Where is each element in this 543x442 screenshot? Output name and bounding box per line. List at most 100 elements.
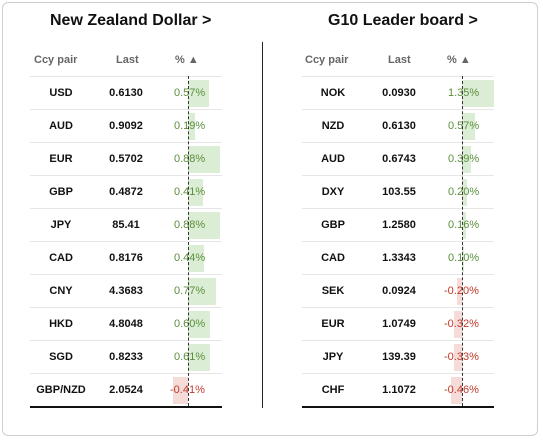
percent-change-value: 0.44% xyxy=(174,252,206,264)
currency-pair-cell: GBP/NZD xyxy=(36,384,86,396)
currency-pair-cell: NZD xyxy=(321,120,345,132)
last-price-cell: 0.8233 xyxy=(109,351,143,363)
row-separator xyxy=(30,373,222,374)
percent-change-bar xyxy=(457,278,462,305)
row-separator xyxy=(302,241,494,242)
table-row[interactable]: NZD 0.6130 0.57% xyxy=(0,110,543,143)
percent-change-bar xyxy=(188,245,204,272)
percent-change-bar xyxy=(173,377,188,404)
currency-pair-cell: NOK xyxy=(320,87,346,99)
percent-change-value: 1.35% xyxy=(448,87,480,99)
table-row[interactable]: GBP 0.4872 0.41% xyxy=(0,176,543,209)
last-price-cell: 0.0930 xyxy=(382,87,416,99)
table-row[interactable]: AUD 0.6743 0.39% xyxy=(0,143,543,176)
currency-pair-cell: SGD xyxy=(49,351,73,363)
last-price-cell: 1.0749 xyxy=(382,318,416,330)
percent-change-value: 0.88% xyxy=(174,219,206,231)
last-price-cell: 0.5702 xyxy=(109,153,143,165)
percent-change-value: -0.46% xyxy=(444,384,479,396)
percent-change-bar xyxy=(462,245,465,272)
currency-pair-cell: HKD xyxy=(49,318,73,330)
percent-change-value: 0.77% xyxy=(174,285,206,297)
row-separator xyxy=(30,208,222,209)
header-percent-sort[interactable]: % ▲ xyxy=(447,54,471,66)
percent-change-value: 0.41% xyxy=(174,186,206,198)
percent-change-bar xyxy=(462,146,472,173)
header-percent-sort[interactable]: % ▲ xyxy=(175,54,199,66)
percent-change-value: -0.20% xyxy=(444,285,479,297)
percent-change-bar xyxy=(462,80,494,107)
table-row[interactable]: CAD 1.3343 0.10% xyxy=(0,242,543,275)
currency-pair-cell: JPY xyxy=(50,219,72,231)
currency-pair-cell: JPY xyxy=(322,351,344,363)
percent-change-bar xyxy=(462,179,467,206)
percent-change-bar xyxy=(462,113,476,140)
percent-change-value: 0.88% xyxy=(174,153,206,165)
last-price-cell: 1.1072 xyxy=(382,384,416,396)
header-ccy-pair: Ccy pair xyxy=(34,54,78,66)
last-price-cell: 0.9092 xyxy=(109,120,143,132)
table-row[interactable]: CNY 4.3683 0.77% xyxy=(0,275,543,308)
row-separator xyxy=(302,208,494,209)
percent-change-value: 0.57% xyxy=(448,120,480,132)
table-bottom-rule xyxy=(30,406,222,408)
table-row[interactable]: JPY 139.39 -0.33% xyxy=(0,341,543,374)
last-price-cell: 103.55 xyxy=(382,186,416,198)
currency-pair-cell: DXY xyxy=(321,186,345,198)
table-row[interactable]: JPY 85.41 0.88% xyxy=(0,209,543,242)
table-row[interactable]: SEK 0.0924 -0.20% xyxy=(0,275,543,308)
table-bottom-rule xyxy=(302,406,494,408)
table-row[interactable]: HKD 4.8048 0.60% xyxy=(0,308,543,341)
currency-pair-cell: GBP xyxy=(49,186,73,198)
table-row[interactable]: USD 0.6130 0.57% xyxy=(0,77,543,110)
header-last: Last xyxy=(388,54,411,66)
percent-change-bar xyxy=(188,278,216,305)
new-zealand-dollar-title[interactable]: New Zealand Dollar > xyxy=(50,12,212,29)
header-last: Last xyxy=(116,54,139,66)
currency-pair-cell: CHF xyxy=(321,384,345,396)
percent-change-value: -0.32% xyxy=(444,318,479,330)
g10-leader-board-title[interactable]: G10 Leader board > xyxy=(328,12,478,29)
table-row[interactable]: SGD 0.8233 0.61% xyxy=(0,341,543,374)
last-price-cell: 1.2580 xyxy=(382,219,416,231)
last-price-cell: 0.4872 xyxy=(109,186,143,198)
percent-change-bar xyxy=(454,344,462,371)
table-row[interactable]: CAD 0.8176 0.44% xyxy=(0,242,543,275)
row-separator xyxy=(302,340,494,341)
currency-pair-cell: EUR xyxy=(321,318,345,330)
table-row[interactable]: GBP 1.2580 0.16% xyxy=(0,209,543,242)
percent-change-bar xyxy=(188,179,203,206)
last-price-cell: 4.8048 xyxy=(109,318,143,330)
last-price-cell: 139.39 xyxy=(382,351,416,363)
last-price-cell: 0.8176 xyxy=(109,252,143,264)
last-price-cell: 2.0524 xyxy=(109,384,143,396)
currency-pair-cell: USD xyxy=(49,87,73,99)
table-row[interactable]: EUR 1.0749 -0.32% xyxy=(0,308,543,341)
percent-change-value: -0.33% xyxy=(444,351,479,363)
table-row[interactable]: GBP/NZD 2.0524 -0.41% xyxy=(0,374,543,407)
table-row[interactable]: CHF 1.1072 -0.46% xyxy=(0,374,543,407)
row-separator xyxy=(302,373,494,374)
percent-change-value: 0.61% xyxy=(174,351,206,363)
table-row[interactable]: DXY 103.55 0.20% xyxy=(0,176,543,209)
last-price-cell: 1.3343 xyxy=(382,252,416,264)
currency-pair-cell: CAD xyxy=(49,252,73,264)
zero-baseline xyxy=(188,76,189,406)
currency-pair-cell: SEK xyxy=(321,285,345,297)
row-separator xyxy=(30,175,222,176)
percent-change-bar xyxy=(188,146,220,173)
percent-change-bar xyxy=(451,377,462,404)
currency-pair-cell: GBP xyxy=(321,219,345,231)
table-row[interactable]: EUR 0.5702 0.88% xyxy=(0,143,543,176)
header-ccy-pair: Ccy pair xyxy=(305,54,349,66)
last-price-cell: 0.6743 xyxy=(382,153,416,165)
table-row[interactable]: NOK 0.0930 1.35% xyxy=(0,77,543,110)
header-separator xyxy=(30,76,222,77)
last-price-cell: 4.3683 xyxy=(109,285,143,297)
percent-change-bar xyxy=(462,212,466,239)
currency-pair-cell: AUD xyxy=(321,153,345,165)
row-separator xyxy=(30,142,222,143)
table-row[interactable]: AUD 0.9092 0.19% xyxy=(0,110,543,143)
row-separator xyxy=(302,142,494,143)
row-separator xyxy=(30,274,222,275)
